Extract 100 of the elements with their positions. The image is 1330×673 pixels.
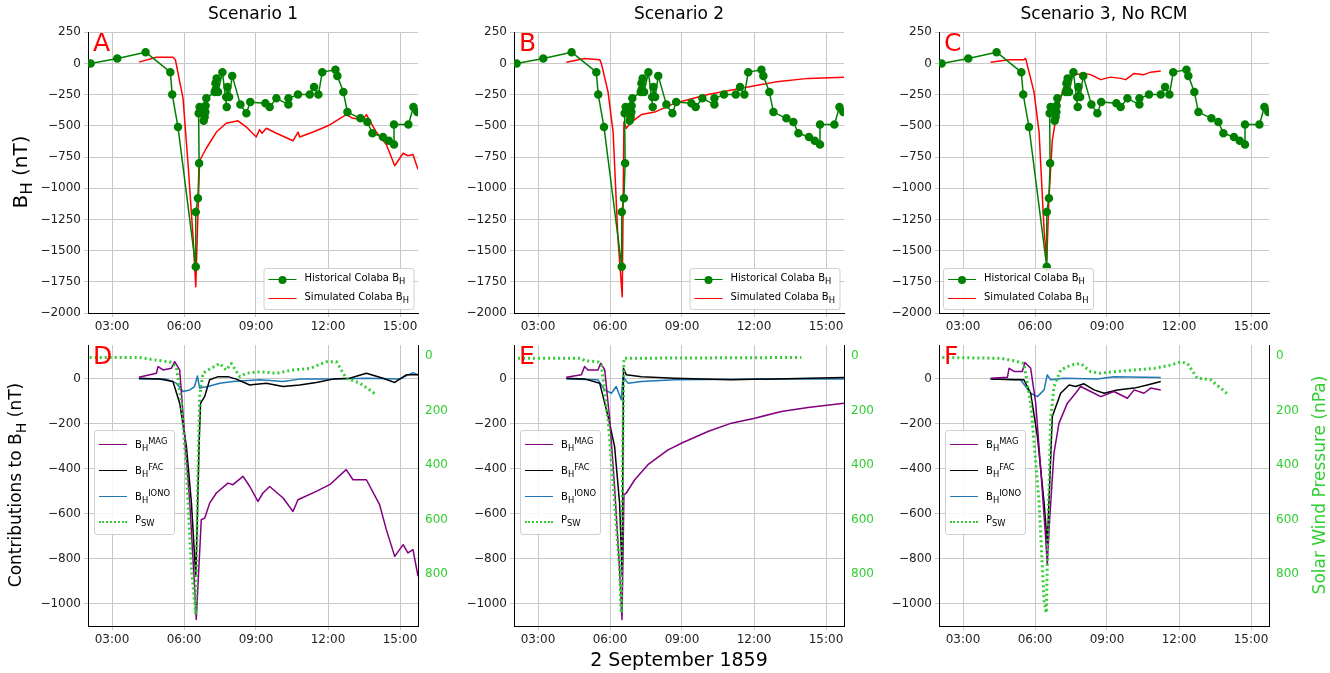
x-tick-label: 15:00 bbox=[808, 319, 844, 334]
y2-tick-label: 400 bbox=[1276, 457, 1299, 472]
y-tick-label: −200 bbox=[899, 415, 932, 430]
y-tick-label: −800 bbox=[474, 550, 507, 565]
y-tick-label: −800 bbox=[48, 550, 81, 565]
y-tick-label: −1250 bbox=[40, 211, 81, 226]
y-tick-label: −1750 bbox=[466, 273, 507, 288]
x-tick-label: 15:00 bbox=[808, 632, 844, 647]
y-tick-label: −500 bbox=[48, 117, 81, 132]
y2-tick-label: 800 bbox=[1276, 566, 1299, 581]
legend-label: Historical Colaba B$_{H}$ bbox=[730, 271, 832, 288]
y2-tick-label: 0 bbox=[425, 348, 433, 363]
x-tick-label: 12:00 bbox=[736, 319, 772, 334]
chart-title: Scenario 2 bbox=[632, 3, 726, 23]
y-tick-label: −1000 bbox=[40, 180, 81, 195]
y2-tick-label: 600 bbox=[851, 511, 874, 526]
y-tick-label: −2000 bbox=[891, 305, 932, 320]
x-tick-label: 06:00 bbox=[166, 632, 202, 647]
y-tick-label: −250 bbox=[474, 86, 507, 101]
y2-tick-label: 600 bbox=[425, 511, 448, 526]
y-tick-label: 250 bbox=[58, 24, 81, 39]
chart-title: Scenario 1 bbox=[206, 3, 300, 23]
x-axis-title: 2 September 1859 bbox=[589, 648, 769, 670]
legend-label: P$_{SW}$ bbox=[561, 513, 581, 531]
y-tick-label: 250 bbox=[484, 24, 507, 39]
y-tick-label: 250 bbox=[909, 24, 932, 39]
y-tick-label: 0 bbox=[73, 371, 81, 386]
y-tick-label: 0 bbox=[924, 371, 932, 386]
x-tick-label: 06:00 bbox=[592, 319, 628, 334]
y-tick-label: −400 bbox=[474, 460, 507, 475]
legend-label: P$_{SW}$ bbox=[986, 513, 1006, 531]
y2-tick-label: 200 bbox=[1276, 402, 1299, 417]
legend-label: P$_{SW}$ bbox=[135, 513, 155, 531]
y2-tick-label: 800 bbox=[425, 566, 448, 581]
x-tick-label: 15:00 bbox=[382, 632, 418, 647]
annotation: C bbox=[944, 28, 962, 58]
x-tick-label: 03:00 bbox=[520, 319, 556, 334]
y-tick-label: 0 bbox=[73, 55, 81, 70]
y-tick-label: −750 bbox=[48, 149, 81, 164]
y-tick-label: −200 bbox=[474, 415, 507, 430]
y-tick-label: −1000 bbox=[466, 180, 507, 195]
x-tick-label: 12:00 bbox=[736, 632, 772, 647]
x-tick-label: 06:00 bbox=[166, 319, 202, 334]
legend-label: Simulated Colaba B$_{H}$ bbox=[730, 290, 835, 307]
x-tick-label: 06:00 bbox=[1017, 319, 1053, 334]
x-tick-label: 03:00 bbox=[94, 319, 130, 334]
x-tick-label: 06:00 bbox=[592, 632, 628, 647]
y-tick-label: −600 bbox=[474, 505, 507, 520]
x-tick-label: 15:00 bbox=[1233, 319, 1269, 334]
x-tick-label: 12:00 bbox=[310, 319, 346, 334]
y-tick-label: −400 bbox=[899, 460, 932, 475]
y-tick-label: −1750 bbox=[891, 273, 932, 288]
y-tick-label: −1500 bbox=[891, 242, 932, 257]
x-tick-label: 09:00 bbox=[1089, 319, 1125, 334]
y2-tick-label: 0 bbox=[1276, 348, 1284, 363]
y2-tick-label: 200 bbox=[851, 402, 874, 417]
y-tick-label: 0 bbox=[499, 371, 507, 386]
x-tick-label: 12:00 bbox=[1161, 319, 1197, 334]
y2-tick-label: 400 bbox=[851, 457, 874, 472]
x-tick-label: 12:00 bbox=[310, 632, 346, 647]
x-tick-label: 12:00 bbox=[1161, 632, 1197, 647]
x-tick-label: 06:00 bbox=[1017, 632, 1053, 647]
y-tick-label: −2000 bbox=[40, 305, 81, 320]
y-tick-label: 0 bbox=[499, 55, 507, 70]
annotation: F bbox=[944, 341, 959, 371]
annotation: B bbox=[519, 28, 537, 58]
y-tick-label: −1000 bbox=[891, 595, 932, 610]
y-tick-label: −200 bbox=[48, 415, 81, 430]
x-tick-label: 03:00 bbox=[94, 632, 130, 647]
legend-label: Historical Colaba B$_{H}$ bbox=[304, 271, 406, 288]
y2-tick-label: 0 bbox=[851, 348, 859, 363]
legend-label: Simulated Colaba B$_{H}$ bbox=[304, 290, 409, 307]
y-tick-label: −2000 bbox=[466, 305, 507, 320]
y-tick-label: −250 bbox=[48, 86, 81, 101]
x-tick-label: 03:00 bbox=[945, 319, 981, 334]
y-tick-label: −500 bbox=[474, 117, 507, 132]
x-tick-label: 15:00 bbox=[382, 319, 418, 334]
y-tick-label: −500 bbox=[899, 117, 932, 132]
y2-axis-title: Solar Wind Pressure (nPa) bbox=[1309, 375, 1329, 594]
legend-label: Simulated Colaba B$_{H}$ bbox=[984, 290, 1089, 307]
y-tick-label: −750 bbox=[899, 149, 932, 164]
y-tick-label: −1500 bbox=[466, 242, 507, 257]
x-tick-label: 03:00 bbox=[520, 632, 556, 647]
x-tick-label: 09:00 bbox=[664, 632, 700, 647]
y-tick-label: −750 bbox=[474, 149, 507, 164]
y2-tick-label: 800 bbox=[851, 566, 874, 581]
x-tick-label: 03:00 bbox=[945, 632, 981, 647]
y-tick-label: −1750 bbox=[40, 273, 81, 288]
y-tick-label: −1000 bbox=[40, 595, 81, 610]
y-tick-label: −400 bbox=[48, 460, 81, 475]
x-tick-label: 09:00 bbox=[238, 632, 274, 647]
y-tick-label: −600 bbox=[48, 505, 81, 520]
y-tick-label: −1500 bbox=[40, 242, 81, 257]
y-tick-label: −1250 bbox=[466, 211, 507, 226]
x-tick-label: 15:00 bbox=[1233, 632, 1269, 647]
y-tick-label: −800 bbox=[899, 550, 932, 565]
x-tick-label: 09:00 bbox=[238, 319, 274, 334]
y2-tick-label: 200 bbox=[425, 402, 448, 417]
x-tick-label: 09:00 bbox=[1089, 632, 1125, 647]
x-tick-label: 09:00 bbox=[664, 319, 700, 334]
